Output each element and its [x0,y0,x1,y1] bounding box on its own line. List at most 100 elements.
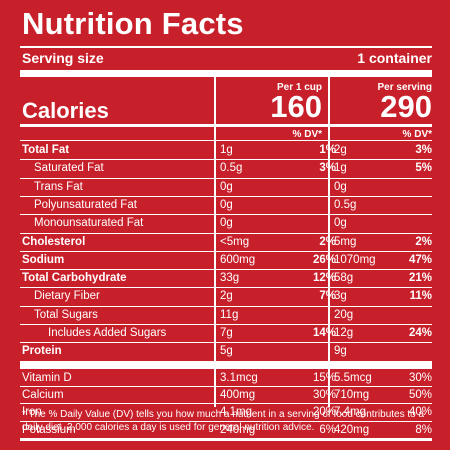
amount-per-serving: 3g [334,290,347,303]
dv-per-serving: 50% [408,388,432,401]
amount-per-serving: 0g [334,217,347,230]
nutrient-row: Total Fat 1g 1% 2g 3% [0,142,450,160]
nutrient-name: Iron [22,406,42,419]
amount-per-serving: 0g [334,180,347,193]
amount-per-cup: 0g [220,198,233,211]
row-rule [20,250,432,252]
calories-thick-rule [20,124,432,127]
amount-per-cup: 3.1mcg [220,371,258,384]
nutrient-name: Total Fat [22,144,70,156]
row-rule [20,420,432,422]
row-rule [20,385,432,387]
row-rule [20,232,432,234]
column-2-header: Per serving [377,82,432,93]
calories-label: Calories [22,98,109,123]
amount-per-cup: 0.5g [220,162,243,175]
row-rule [20,287,432,289]
row-rule [20,195,432,197]
nutrient-name: Total Carbohydrate [22,272,127,285]
nutrient-name: Vitamin D [22,371,72,384]
column-1-calories: 160 [270,89,322,124]
dv-per-cup: 1% [319,144,336,156]
serving-size-label: Serving size [22,50,104,66]
dv-per-cup: 30% [312,388,336,401]
column-divider-1 [214,77,216,407]
nutrient-name: Polyunsaturated Fat [34,198,137,211]
amount-per-cup: 400mg [220,388,256,401]
nutrient-row: Includes Added Sugars 7g 14% 12g 24% [0,325,450,343]
column-2-dv-header: % DV* [402,129,432,140]
amount-per-serving: 710mg [334,388,370,401]
dv-per-serving: 30% [408,371,432,384]
serving-size-value: 1 container [357,50,432,66]
amount-per-serving: 1g [334,162,347,175]
nutrient-row: Saturated Fat 0.5g 3% 1g 5% [0,160,450,178]
dv-per-cup: 20% [312,406,336,419]
dv-per-serving: 2% [415,235,432,248]
nutrient-row: Vitamin D 3.1mcg 15% 5.5mcg 30% [0,370,450,388]
amount-per-serving: 7.4mg [334,406,366,419]
dv-per-cup: 12% [312,272,336,285]
nutrient-row: Total Carbohydrate 33g 12% 58g 21% [0,270,450,288]
title-rule [20,46,432,48]
column-1-header: Per 1 cup [276,82,322,93]
nutrient-row: Potassium 240mg 6% 420mg 8% [0,422,450,440]
nutrient-row: Monounsaturated Fat 0g 0g [0,215,450,233]
nutrient-row: Total Sugars 11g 20g [0,307,450,325]
column-2-calories: 290 [380,89,432,124]
nutrient-row: Iron 4.1mg 20% 7.4mg 40% [0,404,450,422]
nutrient-name: Saturated Fat [34,162,104,175]
amount-per-serving: 5mg [334,235,357,248]
amount-per-cup: 0g [220,180,233,193]
protein-thick-rule [20,360,432,369]
amount-per-cup: 1g [220,144,233,156]
nutrient-name: Dietary Fiber [34,290,100,303]
dv-per-serving: 8% [415,423,432,436]
vitamins-bottom-rule [20,437,432,441]
nutrient-name: Total Sugars [34,308,98,321]
nutrient-name: Sodium [22,253,65,266]
row-rule [20,214,432,216]
row-rule [20,177,432,179]
column-divider-2 [328,77,330,407]
nutrient-name: Protein [22,345,62,358]
amount-per-cup: 7g [220,327,233,339]
row-rule [20,269,432,271]
amount-per-cup: 4.1mg [220,406,252,419]
amount-per-serving: 58g [334,272,354,285]
dv-per-serving: 21% [408,272,432,285]
nutrient-name: Monounsaturated Fat [34,217,144,230]
dv-per-serving: 11% [409,290,432,303]
nutrient-name: Calcium [22,388,64,401]
nutrient-row: Cholesterol <5mg 2% 5mg 2% [0,234,450,252]
column-1-dv-header: % DV* [292,129,322,140]
amount-per-cup: 0g [220,217,233,230]
footnote: * The % Daily Value (DV) tells you how m… [22,409,425,433]
dv-per-serving: 3% [415,144,432,156]
row-rule [20,305,432,307]
nutrient-name: Potassium [22,423,76,436]
serving-thick-rule [20,70,432,77]
row-rule [20,342,432,344]
amount-per-serving: 420mg [334,423,370,436]
amount-per-cup: 11g [220,308,239,321]
dv-per-cup: 26% [312,253,336,266]
amount-per-cup: <5mg [220,235,250,248]
amount-per-serving: 12g [334,327,354,339]
dv-per-cup: 6% [319,423,336,436]
nutrient-name: Includes Added Sugars [48,327,167,339]
amount-per-serving: 1070mg [334,253,376,266]
dv-per-cup: 15% [312,371,336,384]
amount-per-cup: 240mg [220,423,256,436]
dv-per-cup: 14% [312,327,336,339]
dv-per-cup: 3% [319,162,336,175]
nutrient-name: Trans Fat [34,180,83,193]
amount-per-serving: 5.5mcg [334,371,372,384]
nutrient-row: Trans Fat 0g 0g [0,179,450,197]
nutrient-row: Polyunsaturated Fat 0g 0.5g [0,197,450,215]
amount-per-serving: 20g [334,308,354,321]
nutrient-name: Cholesterol [22,235,86,248]
row-rule [20,324,432,325]
nutrient-row: Calcium 400mg 30% 710mg 50% [0,387,450,405]
dv-per-serving: 47% [408,253,432,266]
